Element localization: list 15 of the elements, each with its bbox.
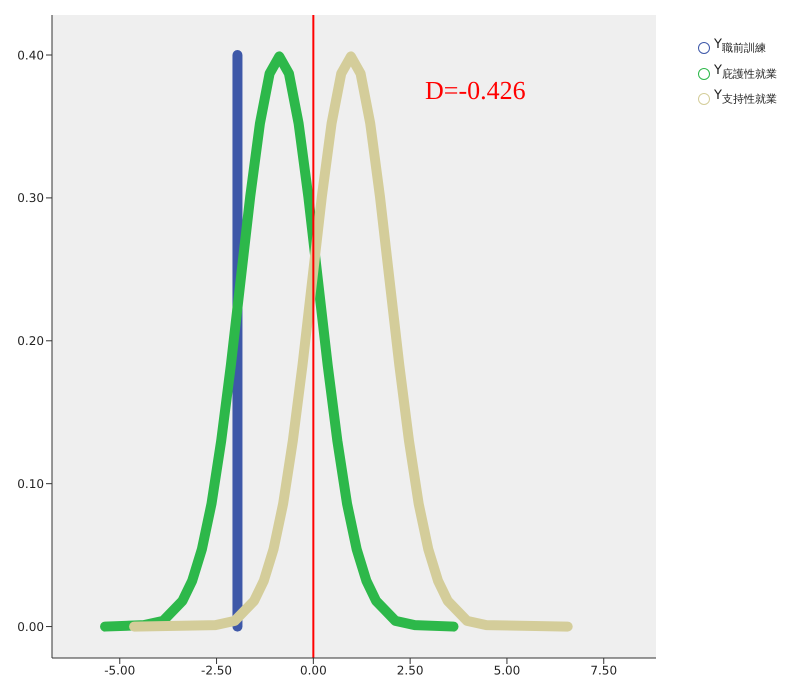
y-tick-label: 0.40 bbox=[17, 48, 44, 62]
x-tick-label: -5.00 bbox=[104, 664, 136, 678]
y-tick-label: 0.20 bbox=[17, 334, 44, 348]
x-tick-label: 5.00 bbox=[494, 664, 520, 678]
legend-label: Y$_{職前訓練}$ bbox=[714, 37, 766, 56]
x-tick-label: 2.50 bbox=[396, 664, 424, 678]
y-tick-label: 0.00 bbox=[17, 620, 44, 634]
x-tick-label: 0.00 bbox=[300, 664, 327, 678]
y-tick-label: 0.10 bbox=[17, 476, 44, 491]
annotation: D=-0.426 bbox=[425, 76, 526, 106]
legend-label: Y$_{庇護性就業}$ bbox=[714, 62, 777, 82]
x-tick-label: -2.50 bbox=[201, 664, 232, 678]
x-tick-label: 7.50 bbox=[590, 664, 618, 678]
legend-label: Y$_{支持性就業}$ bbox=[714, 88, 777, 107]
y-tick-label: 0.30 bbox=[17, 191, 44, 206]
